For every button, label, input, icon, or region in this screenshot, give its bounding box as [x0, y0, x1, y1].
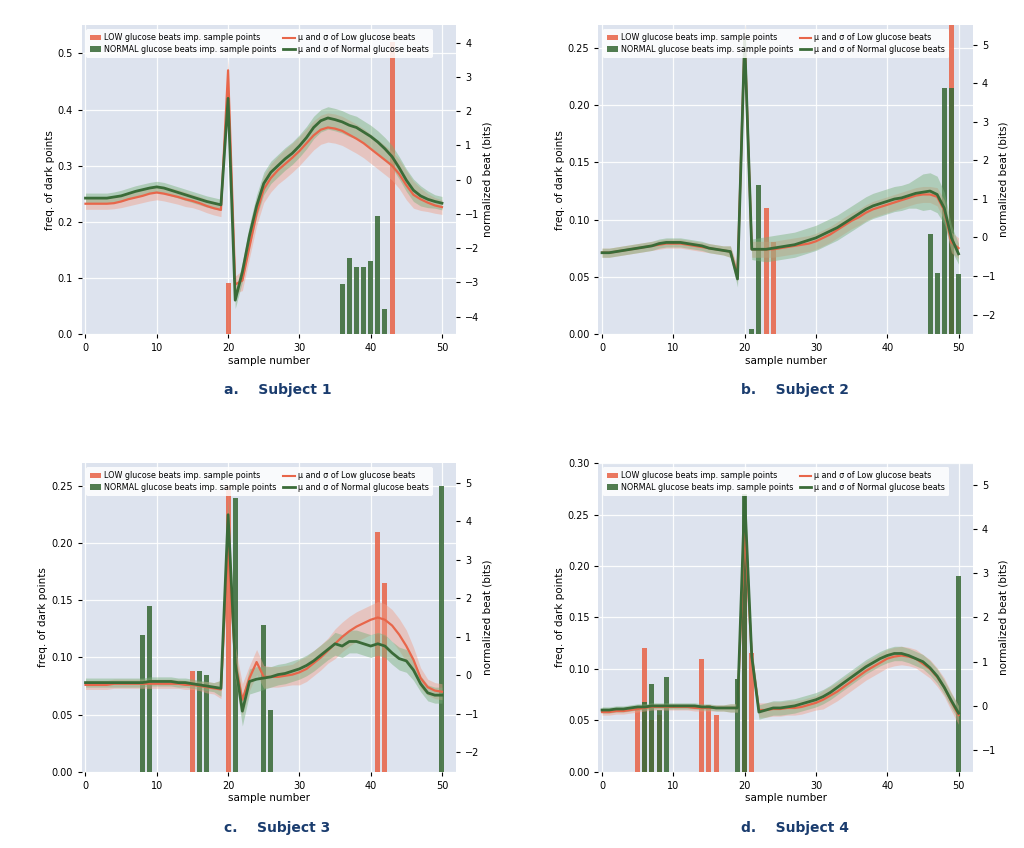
Bar: [742, 525, 748, 772]
Bar: [376, 532, 380, 772]
Y-axis label: normalized beat (bits): normalized beat (bits): [998, 560, 1009, 675]
Bar: [735, 679, 740, 772]
Bar: [956, 577, 962, 772]
Bar: [225, 486, 230, 772]
Bar: [714, 715, 719, 772]
Bar: [369, 261, 373, 334]
Bar: [642, 702, 647, 772]
Bar: [750, 329, 755, 334]
Y-axis label: normalized beat (bits): normalized beat (bits): [482, 122, 493, 237]
Bar: [742, 494, 748, 772]
Bar: [935, 273, 940, 334]
Bar: [942, 88, 947, 334]
X-axis label: sample number: sample number: [228, 355, 310, 365]
Text: d.    Subject 4: d. Subject 4: [740, 821, 849, 835]
Bar: [140, 634, 145, 772]
Bar: [204, 675, 209, 772]
Legend: LOW glucose beats imp. sample points, NORMAL glucose beats imp. sample points, μ: LOW glucose beats imp. sample points, NO…: [602, 467, 949, 496]
Bar: [771, 243, 775, 334]
Bar: [707, 705, 712, 772]
Text: c.    Subject 3: c. Subject 3: [224, 821, 331, 835]
Bar: [147, 606, 153, 772]
Bar: [268, 710, 273, 772]
Bar: [699, 659, 705, 772]
X-axis label: sample number: sample number: [744, 794, 826, 804]
Bar: [635, 710, 640, 772]
Bar: [197, 671, 202, 772]
Y-axis label: freq. of dark points: freq. of dark points: [45, 130, 54, 230]
Bar: [642, 649, 647, 772]
Bar: [656, 715, 662, 772]
Bar: [764, 208, 769, 334]
Bar: [664, 677, 669, 772]
Legend: LOW glucose beats imp. sample points, NORMAL glucose beats imp. sample points, μ: LOW glucose beats imp. sample points, NO…: [86, 467, 433, 496]
Bar: [225, 283, 230, 334]
Bar: [649, 684, 654, 772]
Bar: [382, 309, 387, 334]
X-axis label: sample number: sample number: [228, 794, 310, 804]
Y-axis label: freq. of dark points: freq. of dark points: [39, 567, 48, 667]
Bar: [347, 258, 352, 334]
Y-axis label: freq. of dark points: freq. of dark points: [555, 567, 565, 667]
Bar: [757, 186, 762, 334]
Bar: [949, 88, 954, 334]
Text: a.    Subject 1: a. Subject 1: [224, 383, 332, 397]
Bar: [189, 671, 195, 772]
Bar: [354, 266, 359, 334]
Legend: LOW glucose beats imp. sample points, NORMAL glucose beats imp. sample points, μ: LOW glucose beats imp. sample points, NO…: [86, 30, 433, 58]
Bar: [928, 234, 933, 334]
Bar: [439, 486, 444, 772]
Bar: [649, 720, 654, 772]
Bar: [340, 284, 345, 334]
Legend: LOW glucose beats imp. sample points, NORMAL glucose beats imp. sample points, μ: LOW glucose beats imp. sample points, NO…: [602, 30, 949, 58]
Bar: [382, 583, 387, 772]
Bar: [949, 0, 954, 334]
Text: b.    Subject 2: b. Subject 2: [740, 383, 849, 397]
Bar: [656, 710, 662, 772]
Bar: [361, 266, 366, 334]
Y-axis label: normalized beat (bits): normalized beat (bits): [999, 122, 1009, 237]
Bar: [261, 626, 266, 772]
Bar: [956, 275, 962, 334]
Bar: [232, 498, 238, 772]
Y-axis label: freq. of dark points: freq. of dark points: [555, 130, 565, 230]
Bar: [389, 42, 394, 334]
Bar: [376, 216, 380, 334]
Y-axis label: normalized beat (bits): normalized beat (bits): [482, 560, 493, 675]
X-axis label: sample number: sample number: [744, 355, 826, 365]
Bar: [750, 654, 755, 772]
